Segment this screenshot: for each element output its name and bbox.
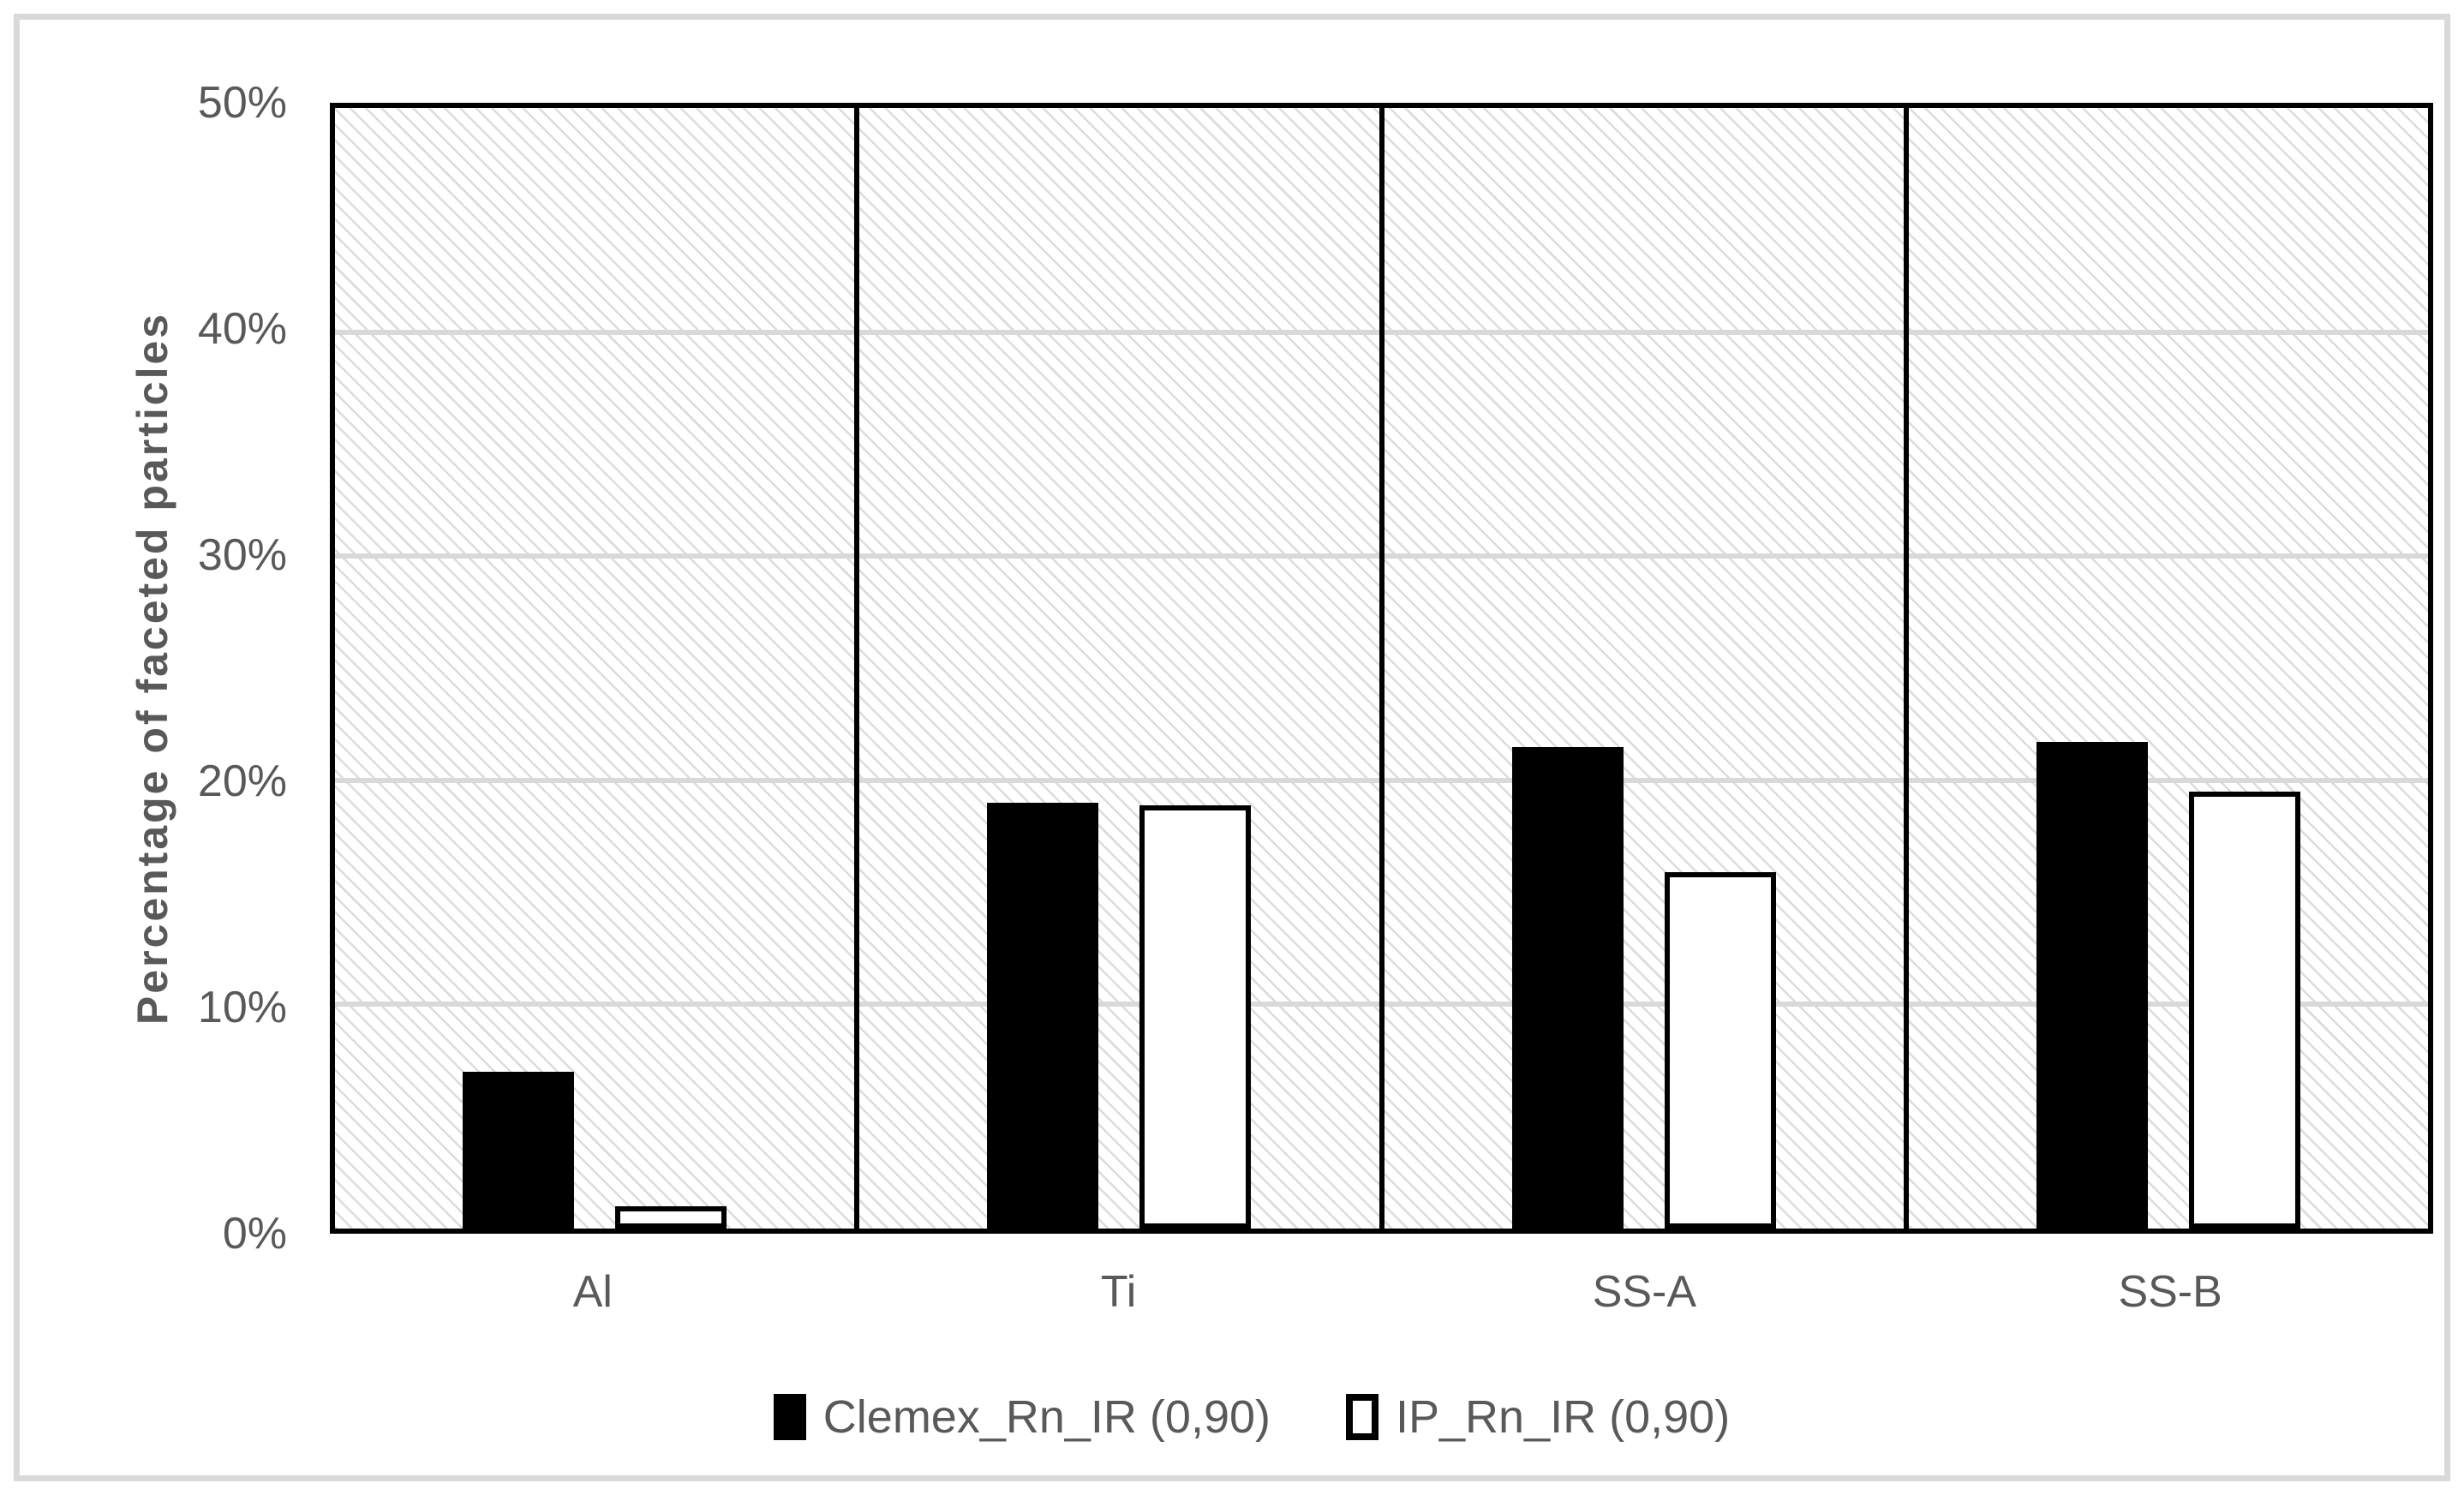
bar-white-ti <box>1139 804 1252 1229</box>
category-panel-ss-a <box>1385 108 1909 1229</box>
category-panel-al <box>335 108 860 1229</box>
bar-white-ss-b <box>2188 791 2300 1229</box>
y-tick-label: 40% <box>197 304 287 354</box>
y-axis-title: Percentage of faceted particles <box>129 311 176 1026</box>
bar-black-ss-a <box>1511 746 1624 1229</box>
y-tick-label: 10% <box>197 983 287 1032</box>
category-panels <box>335 108 2428 1229</box>
legend-label: Clemex_Rn_IR (0,90) <box>822 1391 1271 1443</box>
legend-label: IP_Rn_IR (0,90) <box>1396 1391 1731 1443</box>
legend-item: IP_Rn_IR (0,90) <box>1346 1390 1730 1444</box>
legend: Clemex_Rn_IR (0,90) IP_Rn_IR (0,90) <box>20 1390 2464 1444</box>
y-tick-label: 30% <box>197 530 287 580</box>
bar-white-ss-a <box>1664 872 1776 1229</box>
x-category-label-ss-a: SS-A <box>1592 1267 1697 1317</box>
category-panel-ti <box>859 108 1385 1229</box>
chart-frame: Percentage of faceted particles 0% 10% 20%… <box>14 14 2450 1481</box>
x-category-label-ss-b: SS-B <box>2118 1267 2222 1317</box>
legend-swatch-white-icon <box>1346 1394 1379 1440</box>
plot-area <box>330 103 2433 1234</box>
bar-black-al <box>463 1071 575 1229</box>
x-category-label-al: Al <box>572 1267 613 1317</box>
legend-item: Clemex_Rn_IR (0,90) <box>773 1390 1271 1444</box>
category-panel-ss-b <box>1909 108 2428 1229</box>
bar-black-ss-b <box>2036 742 2148 1229</box>
y-tick-label: 50% <box>197 78 287 128</box>
x-category-label-ti: Ti <box>1100 1267 1137 1317</box>
y-tick-label: 20% <box>197 756 287 806</box>
bar-black-ti <box>987 802 1099 1229</box>
y-tick-label: 0% <box>222 1209 287 1259</box>
legend-swatch-black-icon <box>773 1394 806 1440</box>
bar-white-al <box>615 1205 727 1229</box>
